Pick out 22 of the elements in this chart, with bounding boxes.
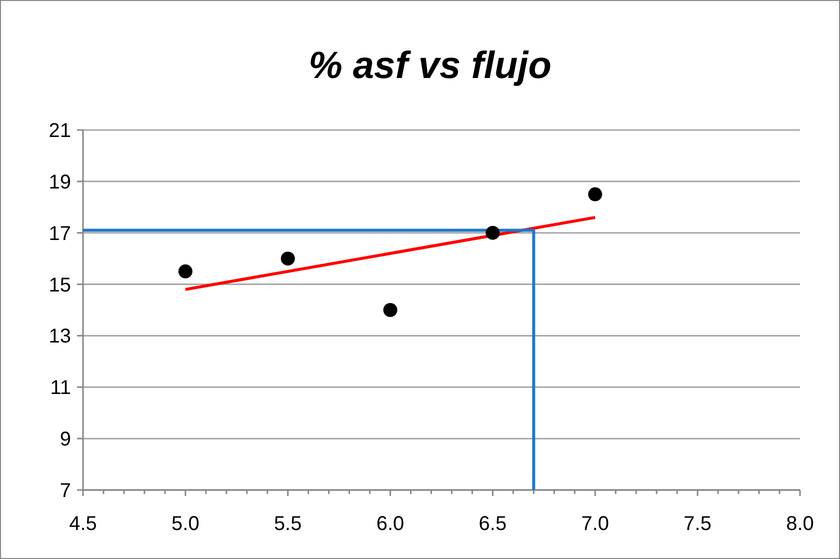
x-tick-label: 6.0	[376, 513, 404, 535]
y-tick-label: 17	[48, 222, 71, 245]
y-tick-label: 21	[48, 120, 71, 142]
x-tick-label: 5.0	[172, 513, 200, 535]
y-tick-label: 7	[60, 480, 71, 502]
y-tick-label: 9	[60, 428, 71, 451]
x-tick-label: 4.5	[69, 513, 97, 535]
x-tick-label: 5.5	[274, 513, 302, 535]
y-tick-label: 11	[50, 377, 71, 400]
point	[588, 187, 602, 202]
y-tick-label: 13	[48, 326, 71, 348]
x-tick-label: 7.0	[581, 513, 610, 535]
x-tick-label: 6.5	[478, 513, 507, 535]
x-tick-label: 7.5	[684, 513, 712, 535]
chart-title: % asf vs flujo	[308, 45, 552, 87]
point	[383, 303, 398, 317]
point	[178, 264, 192, 278]
x-tick-label: 8.0	[786, 513, 814, 535]
y-tick-label: 15	[48, 274, 71, 296]
point	[486, 226, 500, 240]
y-tick-label: 19	[48, 171, 71, 194]
point	[280, 252, 295, 266]
